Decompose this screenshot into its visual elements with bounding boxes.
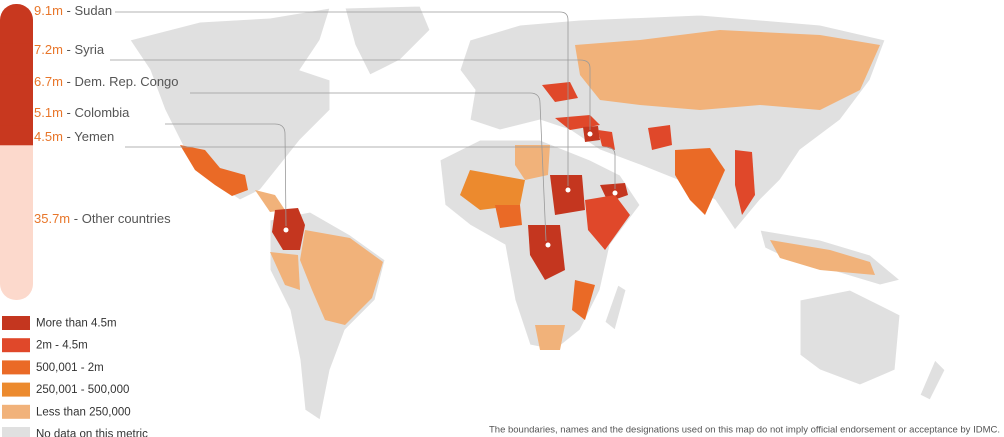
value-label: 5.1m (34, 105, 63, 120)
separator: - (63, 42, 75, 57)
brazil (300, 230, 383, 325)
legend-swatch (2, 404, 30, 419)
legend-label: 500,001 - 2m (36, 362, 104, 374)
south-africa (535, 325, 565, 350)
myanmar (735, 150, 755, 215)
legend-swatch (2, 427, 30, 437)
ranking-label: 35.7m - Other countries (34, 211, 171, 226)
value-label: 7.2m (34, 42, 63, 57)
leader-line (165, 123, 287, 227)
ethiopia-somalia (585, 195, 630, 250)
legend-label: More than 4.5m (36, 318, 117, 330)
country-name: Dem. Rep. Congo (74, 74, 178, 89)
value-label: 9.1m (34, 3, 63, 18)
sudan-marker (565, 187, 571, 193)
legend-label: Less than 250,000 (36, 406, 131, 418)
legend-swatch (2, 360, 30, 375)
leader-line (125, 146, 616, 189)
disclaimer: The boundaries, names and the designatio… (489, 425, 1000, 436)
bar (0, 4, 33, 300)
country-name: Other countries (82, 211, 171, 226)
legend-label: 2m - 4.5m (36, 340, 88, 352)
sudan (550, 175, 585, 215)
nigeria (495, 205, 522, 228)
ranking-label: 4.5m - Yemen (34, 129, 114, 144)
bar-segment (0, 125, 33, 146)
country-name: Colombia (74, 105, 130, 120)
ranking-label: 5.1m - Colombia (34, 105, 130, 120)
afghanistan (648, 125, 672, 150)
indonesia (770, 240, 875, 275)
legend-swatch (2, 382, 30, 397)
country-name: Syria (74, 42, 104, 57)
leader-line (110, 59, 591, 130)
ranking: 9.1m - Sudan 7.2m - Syria 6.7m - Dem. Rep.… (0, 3, 179, 300)
india (675, 148, 725, 215)
world-map (110, 5, 946, 421)
legend-label: 250,001 - 500,000 (36, 384, 129, 396)
colombia (272, 208, 305, 250)
separator: - (70, 211, 82, 226)
libya (515, 145, 550, 180)
country-name: Sudan (74, 3, 112, 18)
separator: - (63, 74, 75, 89)
mexico (180, 145, 248, 196)
central-america (255, 190, 285, 212)
drc (528, 225, 565, 280)
syria-marker (587, 131, 593, 137)
ranking-label: 9.1m - Sudan (34, 3, 112, 18)
value-label: 6.7m (34, 74, 63, 89)
yemen-marker (612, 190, 618, 196)
country-name: Yemen (74, 129, 114, 144)
bar-segment (0, 145, 33, 300)
legend-swatch (2, 316, 30, 330)
legend-label: No data on this metric (36, 429, 148, 437)
peru (270, 252, 300, 290)
bar-segment (0, 103, 33, 127)
separator: - (63, 129, 74, 144)
bar-segment (0, 43, 33, 76)
leader-line (190, 92, 547, 242)
russia (575, 30, 880, 110)
turkey (555, 115, 600, 130)
value-label: 35.7m (34, 211, 70, 226)
mozambique (572, 280, 595, 320)
separator: - (63, 105, 75, 120)
bar-segment (0, 74, 33, 105)
separator: - (63, 3, 75, 18)
leader-line (115, 11, 569, 186)
ukraine (542, 82, 578, 102)
ranking-label: 7.2m - Syria (34, 42, 105, 57)
drc-marker (545, 242, 551, 248)
legend: More than 4.5m 2m - 4.5m 500,001 - 2m 250,0… (2, 316, 148, 437)
bar-segment (0, 4, 33, 44)
iraq (598, 130, 615, 150)
sahel (460, 170, 525, 210)
legend-swatch (2, 338, 30, 353)
colombia-marker (283, 227, 289, 233)
ranking-label: 6.7m - Dem. Rep. Congo (34, 74, 179, 89)
value-label: 4.5m (34, 129, 63, 144)
